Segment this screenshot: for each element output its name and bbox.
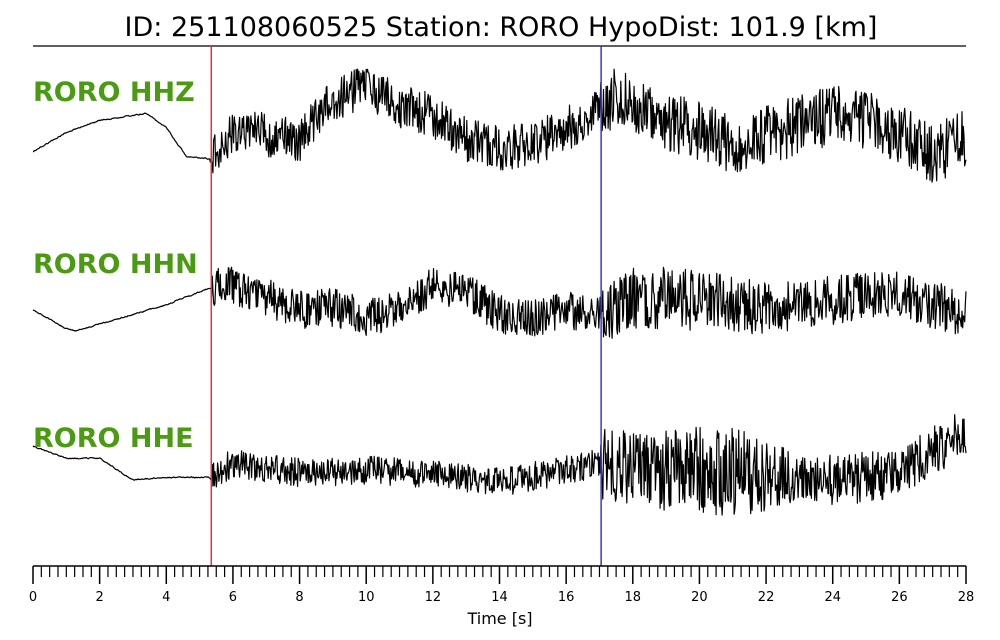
x-tick-label: 26 [891, 590, 908, 605]
trace-roro-hhn [32, 266, 967, 339]
channel-label-roro-hhz: RORO HHZ [33, 77, 195, 108]
chart-title: ID: 251108060525 Station: RORO HypoDist:… [125, 12, 878, 43]
trace-roro-hhz [32, 68, 967, 183]
phase-markers-layer [210, 46, 602, 566]
channel-label-roro-hhe: RORO HHE [33, 423, 194, 454]
x-tick-label: 12 [425, 590, 442, 605]
x-tick-label: 16 [558, 590, 575, 605]
x-tick-label: 8 [295, 590, 303, 605]
traces-layer [32, 68, 967, 516]
time-axis: 0 2 4 6 8 10 12 14 16 18 20 22 24 26 28 [29, 565, 975, 605]
x-axis-label: Time [s] [466, 609, 532, 628]
channel-labels-layer: RORO HHZ RORO HHN RORO HHE [33, 77, 198, 454]
x-tick-label: 20 [691, 590, 708, 605]
channel-label-roro-hhn: RORO HHN [33, 249, 198, 280]
x-tick-label: 4 [162, 590, 170, 605]
x-tick-label: 14 [491, 590, 508, 605]
x-tick-label: 10 [358, 590, 375, 605]
x-tick-label: 6 [229, 590, 237, 605]
x-tick-label: 0 [29, 590, 37, 605]
x-tick-label: 18 [625, 590, 642, 605]
x-tick-label: 24 [824, 590, 841, 605]
x-tick-label: 22 [758, 590, 775, 605]
x-tick-label: 2 [96, 590, 104, 605]
x-tick-label: 28 [958, 590, 975, 605]
trace-roro-hhe [32, 414, 967, 516]
